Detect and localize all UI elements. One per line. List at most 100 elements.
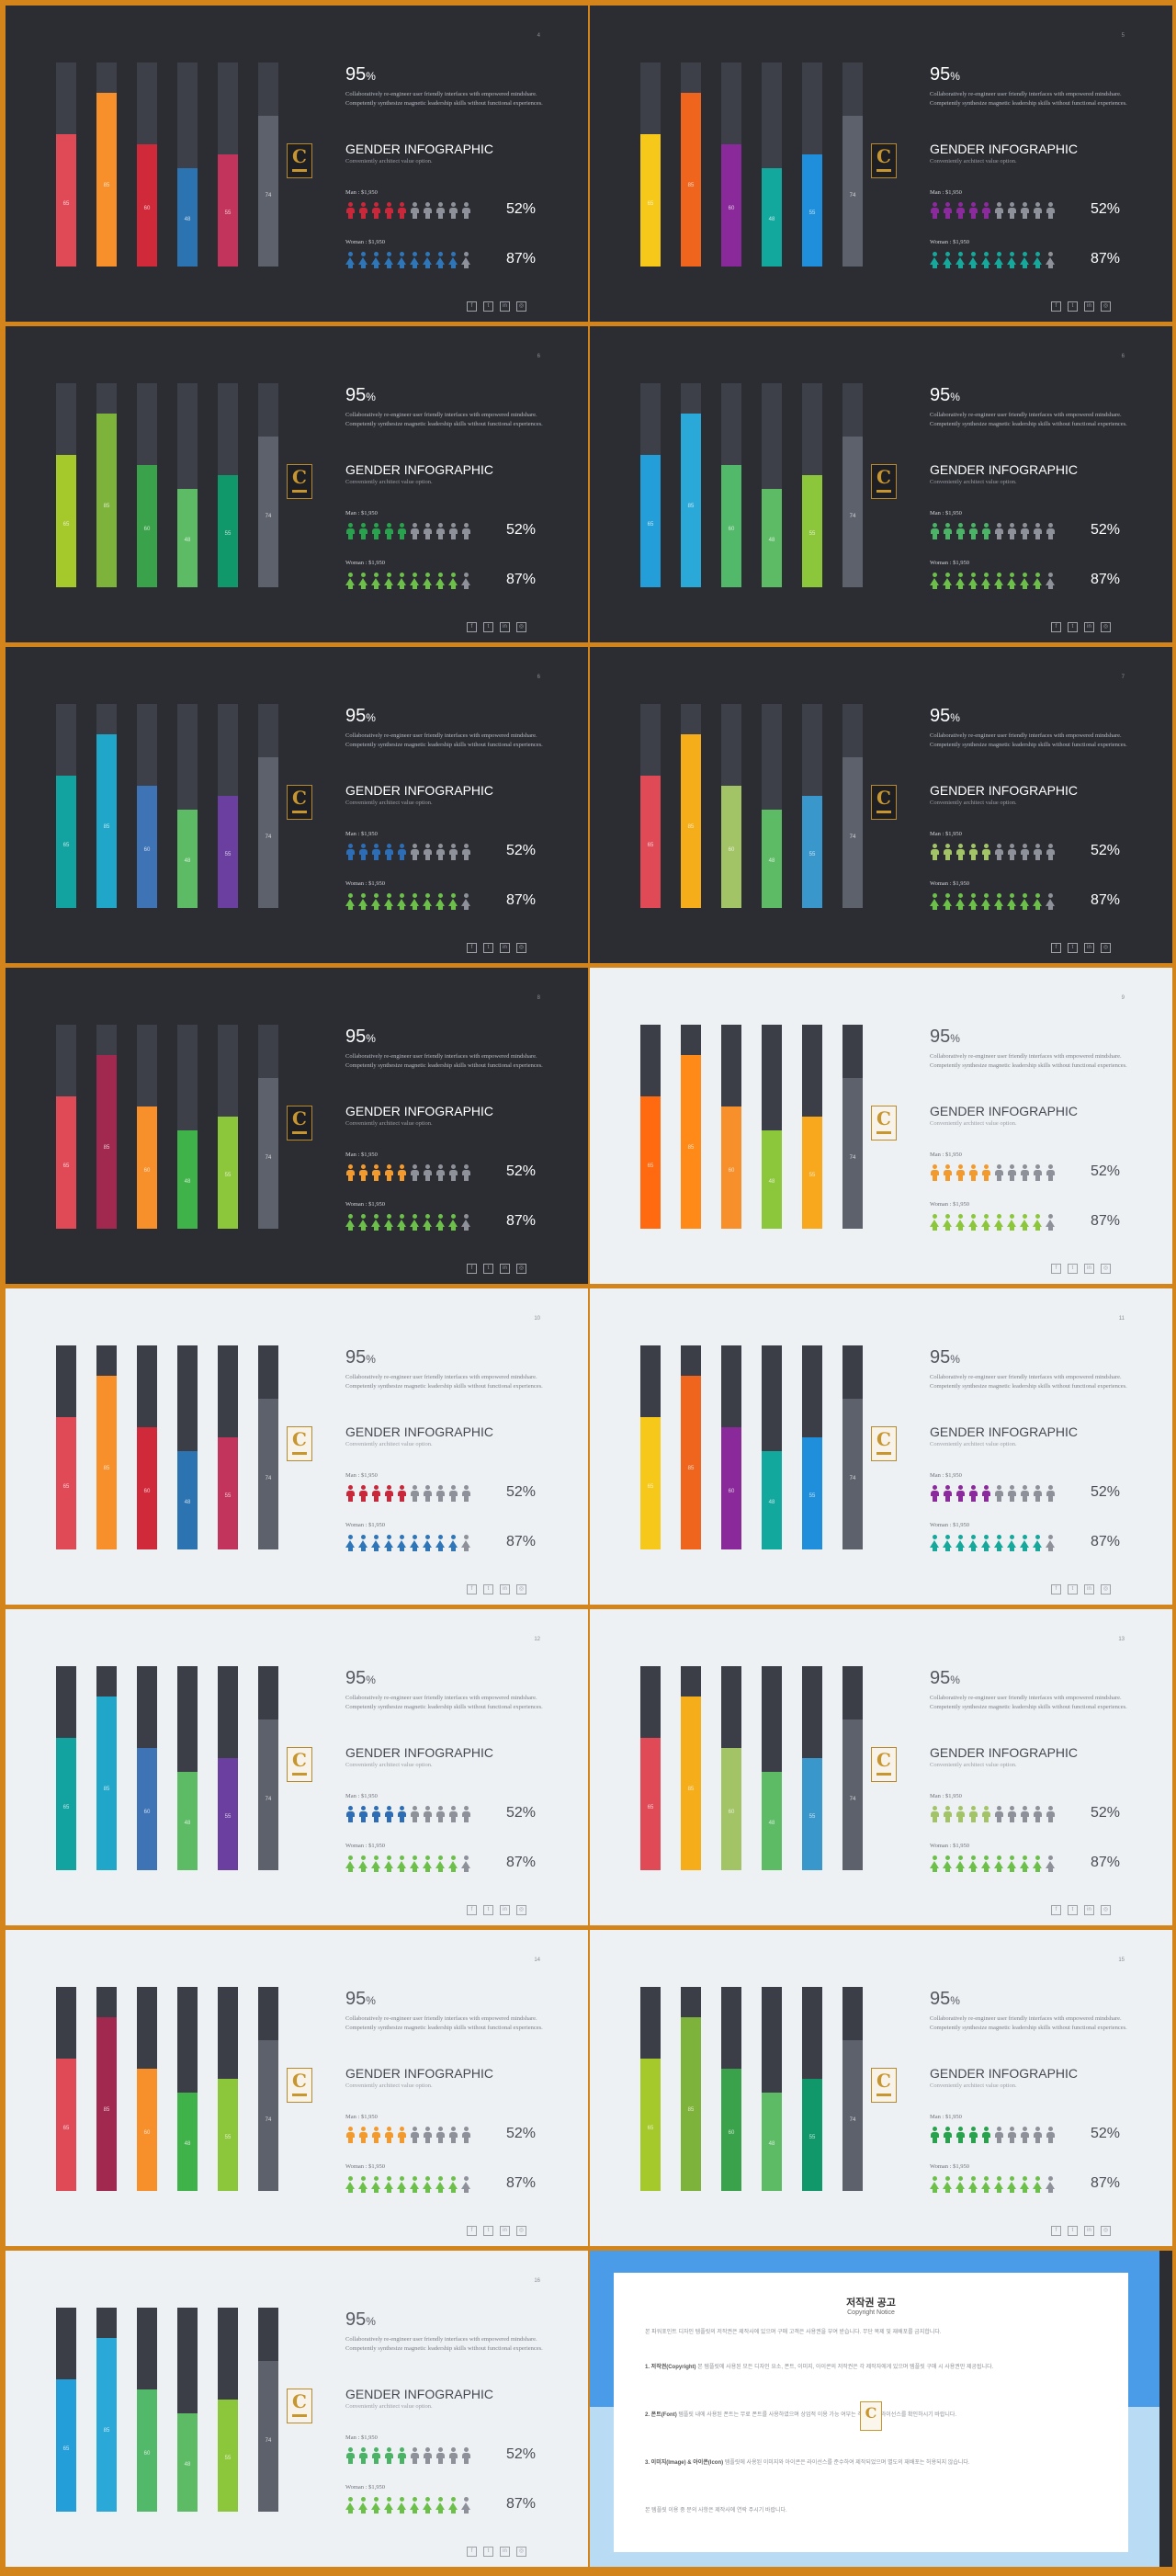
facebook-icon[interactable]: f: [1051, 2226, 1061, 2236]
men-label: Man : $1,950: [345, 1152, 378, 1158]
bar-value-label: 65: [647, 522, 654, 528]
facebook-icon[interactable]: f: [1051, 1264, 1061, 1274]
bar-value-label: 60: [143, 527, 151, 533]
facebook-icon[interactable]: f: [1051, 943, 1061, 953]
linkedin-icon[interactable]: in: [500, 2226, 510, 2236]
facebook-icon[interactable]: f: [467, 2226, 477, 2236]
linkedin-icon[interactable]: in: [1084, 1584, 1094, 1594]
brand-logo: C: [871, 143, 897, 178]
facebook-icon[interactable]: f: [467, 622, 477, 632]
male-icon-7: [1007, 523, 1017, 539]
female-icon-10: [461, 2497, 471, 2514]
twitter-icon[interactable]: t: [1068, 2226, 1078, 2236]
instagram-icon[interactable]: ◎: [516, 1905, 526, 1915]
paragraph-body: 템플릿에 사용된 이미지와 아이콘은 라이선스를 준수하여 제작되었으며 별도의…: [724, 2460, 970, 2466]
linkedin-icon[interactable]: in: [1084, 943, 1094, 953]
twitter-icon[interactable]: t: [1068, 301, 1078, 312]
female-icon-3: [956, 573, 966, 589]
male-icon-9: [1033, 844, 1043, 860]
linkedin-icon[interactable]: in: [1084, 2226, 1094, 2236]
linkedin-icon[interactable]: in: [500, 1905, 510, 1915]
infographic-subtitle: Conveniently architect value option.: [930, 158, 1017, 165]
facebook-icon[interactable]: f: [467, 301, 477, 312]
description: Collaboratively re-engineer user friendl…: [930, 1053, 1127, 1069]
instagram-icon[interactable]: ◎: [1101, 1584, 1111, 1594]
bar-value-label: 55: [808, 1814, 816, 1821]
headline-unit: %: [950, 711, 960, 724]
facebook-icon[interactable]: f: [467, 1584, 477, 1594]
facebook-icon[interactable]: f: [467, 943, 477, 953]
male-icon-7: [423, 523, 433, 539]
twitter-icon[interactable]: t: [483, 1264, 493, 1274]
paragraph-heading: 3. 이미지(Image) & 아이콘(Icon): [645, 2460, 724, 2466]
instagram-icon[interactable]: ◎: [1101, 1905, 1111, 1915]
facebook-icon[interactable]: f: [1051, 622, 1061, 632]
instagram-icon[interactable]: ◎: [1101, 622, 1111, 632]
female-icon-10: [461, 1214, 471, 1231]
linkedin-icon[interactable]: in: [1084, 622, 1094, 632]
facebook-icon[interactable]: f: [467, 1264, 477, 1274]
headline-unit: %: [366, 1032, 376, 1045]
facebook-icon[interactable]: f: [1051, 1584, 1061, 1594]
male-icon-3: [956, 2127, 966, 2143]
linkedin-icon[interactable]: in: [1084, 1264, 1094, 1274]
bar-4: [177, 2093, 198, 2191]
bar-track-6: 74: [258, 704, 278, 908]
instagram-icon[interactable]: ◎: [1101, 2226, 1111, 2236]
twitter-icon[interactable]: t: [1068, 943, 1078, 953]
facebook-icon[interactable]: f: [467, 1905, 477, 1915]
linkedin-icon[interactable]: in: [500, 1264, 510, 1274]
twitter-icon[interactable]: t: [1068, 1264, 1078, 1274]
bar-5: [218, 153, 238, 267]
female-icon-7: [423, 893, 433, 910]
women-label: Woman : $1,950: [930, 239, 969, 245]
twitter-icon[interactable]: t: [483, 2547, 493, 2557]
bar-value-label: 74: [849, 1155, 856, 1162]
linkedin-icon[interactable]: in: [500, 301, 510, 312]
linkedin-icon[interactable]: in: [1084, 1905, 1094, 1915]
instagram-icon[interactable]: ◎: [516, 301, 526, 312]
facebook-icon[interactable]: f: [1051, 1905, 1061, 1915]
bar-value-label: 74: [265, 1476, 272, 1482]
linkedin-icon[interactable]: in: [500, 943, 510, 953]
twitter-icon[interactable]: t: [483, 622, 493, 632]
female-icon-2: [943, 573, 953, 589]
linkedin-icon[interactable]: in: [500, 622, 510, 632]
bar-2: [96, 1376, 117, 1549]
infographic-subtitle: Conveniently architect value option.: [345, 1441, 433, 1447]
facebook-icon[interactable]: f: [1051, 301, 1061, 312]
linkedin-icon[interactable]: in: [500, 2547, 510, 2557]
bar-1: [56, 133, 76, 267]
twitter-icon[interactable]: t: [483, 1584, 493, 1594]
instagram-icon[interactable]: ◎: [1101, 1264, 1111, 1274]
page-number: 16: [534, 2278, 540, 2284]
instagram-icon[interactable]: ◎: [516, 1264, 526, 1274]
twitter-icon[interactable]: t: [483, 1905, 493, 1915]
female-icon-6: [994, 2176, 1004, 2193]
instagram-icon[interactable]: ◎: [516, 2547, 526, 2557]
twitter-icon[interactable]: t: [1068, 1905, 1078, 1915]
twitter-icon[interactable]: t: [1068, 622, 1078, 632]
linkedin-icon[interactable]: in: [500, 1584, 510, 1594]
facebook-icon[interactable]: f: [467, 2547, 477, 2557]
bar-3: [721, 785, 741, 908]
instagram-icon[interactable]: ◎: [1101, 943, 1111, 953]
linkedin-icon[interactable]: in: [1084, 301, 1094, 312]
bar-5: [218, 795, 238, 908]
female-icon-5: [981, 252, 991, 268]
twitter-icon[interactable]: t: [1068, 1584, 1078, 1594]
women-label: Woman : $1,950: [345, 239, 385, 245]
male-icon-8: [1020, 523, 1030, 539]
bar-track-5: 55: [802, 62, 822, 267]
bar-track-3: 60: [721, 1025, 741, 1229]
instagram-icon[interactable]: ◎: [516, 1584, 526, 1594]
instagram-icon[interactable]: ◎: [516, 943, 526, 953]
twitter-icon[interactable]: t: [483, 301, 493, 312]
twitter-icon[interactable]: t: [483, 943, 493, 953]
female-icon-8: [435, 893, 446, 910]
instagram-icon[interactable]: ◎: [516, 2226, 526, 2236]
twitter-icon[interactable]: t: [483, 2226, 493, 2236]
instagram-icon[interactable]: ◎: [1101, 301, 1111, 312]
instagram-icon[interactable]: ◎: [516, 622, 526, 632]
bar-1: [640, 454, 661, 587]
